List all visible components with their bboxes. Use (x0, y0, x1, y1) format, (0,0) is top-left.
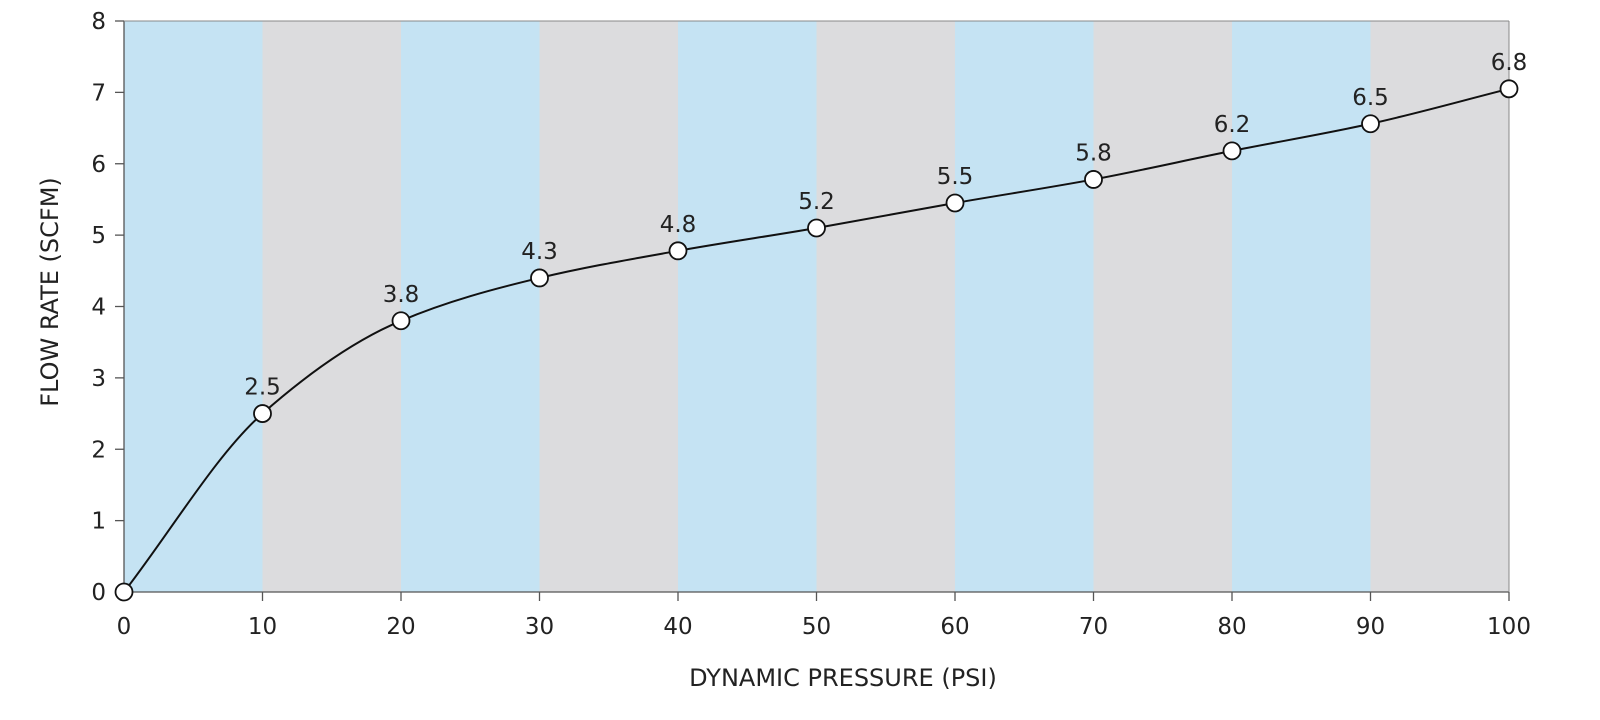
data-point (1222, 141, 1242, 161)
data-point (1084, 170, 1103, 189)
background-bands (124, 21, 1509, 592)
data-point (807, 218, 826, 238)
y-tick-label: 8 (91, 9, 106, 35)
data-point (114, 582, 134, 602)
x-tick-label: 80 (1217, 614, 1246, 640)
band-4 (678, 21, 817, 592)
data-label: 6.5 (1352, 85, 1389, 111)
x-tick-label: 40 (663, 614, 692, 640)
data-label: 5.5 (937, 164, 974, 190)
band-8 (1232, 21, 1371, 592)
x-tick-label: 0 (117, 614, 132, 640)
band-6 (955, 21, 1094, 592)
y-axis-title: FLOW RATE (SCFM) (36, 177, 64, 407)
y-tick-label: 5 (91, 223, 106, 249)
x-tick-label: 20 (386, 614, 415, 640)
y-tick-label: 0 (91, 580, 106, 606)
y-tick-label: 7 (91, 80, 106, 106)
x-tick-label: 30 (525, 614, 554, 640)
data-point (391, 311, 411, 331)
band-7 (1093, 21, 1232, 592)
band-0 (124, 21, 263, 592)
x-tick-label: 60 (940, 614, 969, 640)
band-1 (262, 21, 401, 592)
y-tick-label: 1 (91, 509, 106, 535)
x-tick-label: 90 (1356, 614, 1385, 640)
band-5 (816, 21, 955, 592)
data-point (1361, 114, 1380, 134)
y-tick-label: 3 (91, 366, 106, 392)
data-point (530, 268, 549, 288)
data-point (1499, 79, 1519, 99)
band-2 (401, 21, 540, 592)
data-label: 6.8 (1491, 50, 1528, 76)
x-axis-title: DYNAMIC PRESSURE (PSI) (689, 664, 997, 692)
data-point (945, 193, 965, 213)
y-tick-label: 2 (91, 437, 106, 463)
data-label: 5.2 (798, 189, 835, 215)
data-points (114, 79, 1519, 602)
x-tick-label: 10 (248, 614, 277, 640)
data-label: 3.8 (383, 282, 420, 308)
x-tick-label: 70 (1079, 614, 1108, 640)
x-tick-label: 50 (802, 614, 831, 640)
band-3 (539, 21, 678, 592)
y-tick-label: 6 (91, 152, 106, 178)
y-axis-ticks: 0 1 2 3 4 5 6 7 8 (91, 9, 124, 606)
data-point (253, 404, 272, 423)
x-axis-ticks: 0 10 20 30 40 50 60 70 80 90 100 (117, 592, 1531, 640)
series-line (123, 87, 1510, 593)
data-label: 2.5 (244, 375, 281, 401)
data-label: 4.8 (660, 212, 697, 238)
data-label: 4.3 (521, 239, 558, 265)
data-label: 6.2 (1214, 112, 1251, 138)
x-tick-label: 100 (1487, 614, 1531, 640)
data-label: 5.8 (1075, 140, 1112, 166)
data-point (668, 241, 688, 261)
band-9 (1370, 21, 1509, 592)
y-tick-label: 4 (91, 295, 106, 321)
data-labels: 2.5 3.8 4.3 4.8 5.2 5.5 5.8 6.2 6.5 6.8 (244, 50, 1527, 401)
